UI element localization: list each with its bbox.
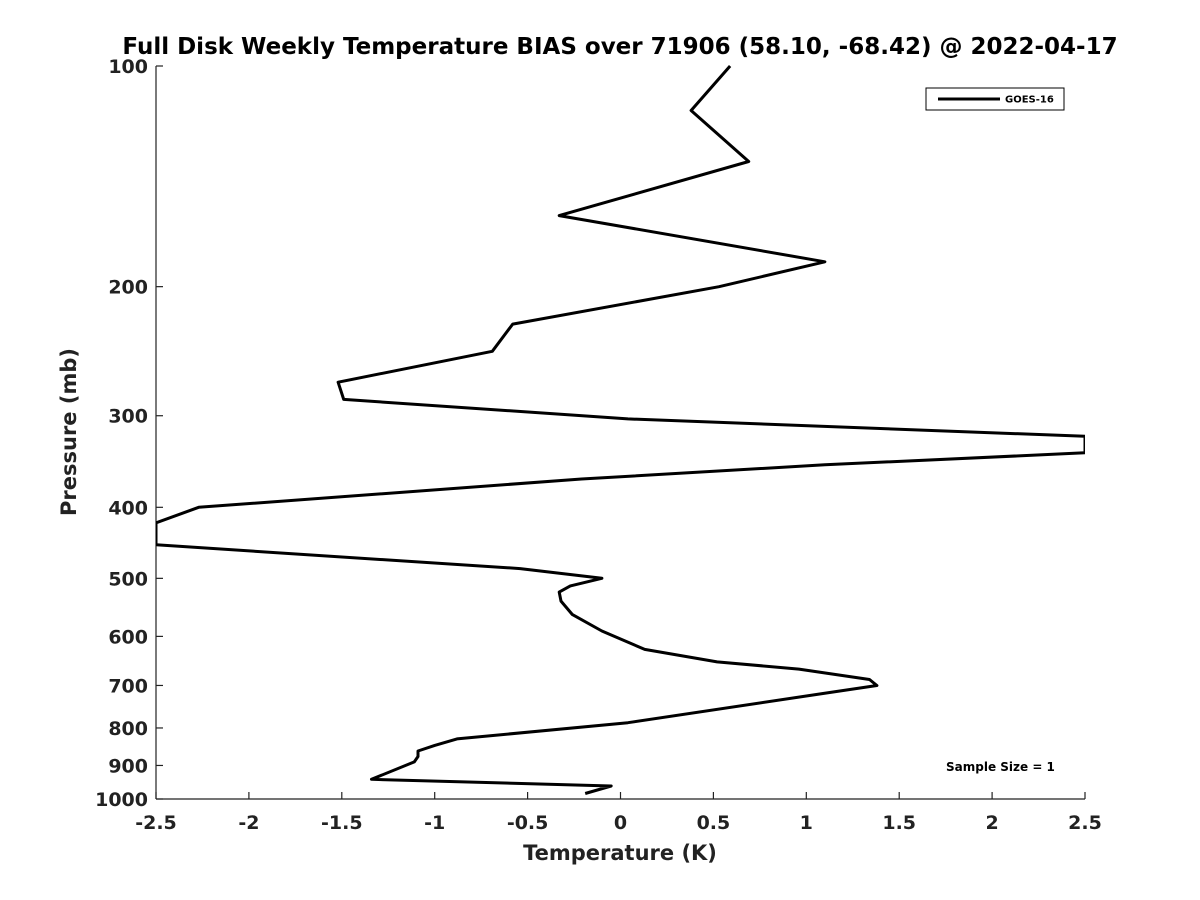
chart-title: Full Disk Weekly Temperature BIAS over 7… xyxy=(122,34,1117,60)
legend-label-goes-16: GOES-16 xyxy=(1005,95,1054,106)
y-tick-label: 400 xyxy=(108,497,148,519)
x-tick-label: 0 xyxy=(614,812,627,834)
x-tick-label: -1 xyxy=(424,812,445,834)
x-tick-label: -2.5 xyxy=(135,812,177,834)
legend: GOES-16 xyxy=(925,87,1065,111)
series-line-goes-16 xyxy=(156,65,1085,795)
y-tick-label: 900 xyxy=(108,755,148,777)
plot-axes xyxy=(155,66,1085,800)
y-axis-label: Pressure (mb) xyxy=(57,348,81,516)
x-tick-label: -0.5 xyxy=(507,812,549,834)
x-tick-label: 1.5 xyxy=(882,812,916,834)
x-tick-label: 2 xyxy=(985,812,998,834)
series-layer xyxy=(156,65,1085,795)
x-tick-label: 2.5 xyxy=(1068,812,1102,834)
y-tick-label: 200 xyxy=(108,277,148,299)
sample-size-annotation: Sample Size = 1 xyxy=(946,760,1055,774)
y-tick-label: 800 xyxy=(108,718,148,740)
x-ticks: -2.5 -2 -1.5 -1 -0.5 0 0.5 1 1.5 2 2.5 xyxy=(135,792,1102,834)
x-axis-label: Temperature (K) xyxy=(523,841,717,865)
y-ticks: 100 200 300 400 500 600 700 800 900 1000 xyxy=(95,56,163,811)
y-tick-label: 500 xyxy=(108,568,148,590)
x-tick-label: 0.5 xyxy=(697,812,731,834)
x-tick-label: 1 xyxy=(800,812,813,834)
y-tick-label: 1000 xyxy=(95,789,148,811)
y-tick-label: 300 xyxy=(108,406,148,428)
y-tick-label: 700 xyxy=(108,675,148,697)
x-tick-label: -1.5 xyxy=(321,812,363,834)
x-tick-label: -2 xyxy=(238,812,259,834)
y-tick-label: 600 xyxy=(108,626,148,648)
y-tick-label: 100 xyxy=(108,56,148,78)
